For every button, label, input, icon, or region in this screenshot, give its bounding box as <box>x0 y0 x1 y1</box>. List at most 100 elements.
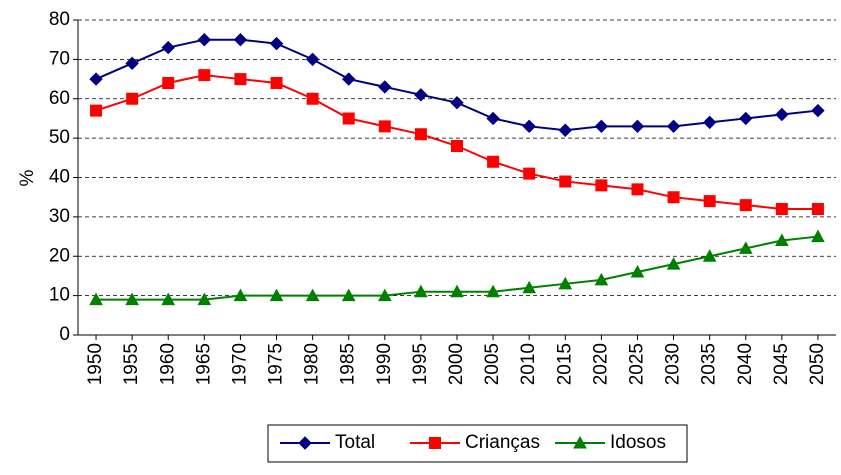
marker <box>305 288 320 302</box>
marker <box>486 111 500 126</box>
x-tick-label: 2000 <box>446 343 467 385</box>
marker <box>738 241 753 254</box>
marker <box>739 199 752 212</box>
x-tick-label: 2025 <box>626 343 647 385</box>
marker <box>342 72 356 86</box>
x-tick-label: 2045 <box>771 343 792 385</box>
marker <box>486 284 500 298</box>
marker <box>631 183 644 196</box>
marker <box>90 104 103 117</box>
marker <box>341 288 356 302</box>
legend-label: Total <box>335 432 375 453</box>
x-tick-label: 2005 <box>482 343 503 385</box>
marker <box>811 103 825 118</box>
marker <box>377 288 392 302</box>
marker <box>233 288 248 302</box>
x-tick-label: 1980 <box>302 343 323 385</box>
marker <box>630 264 645 278</box>
marker <box>233 32 248 47</box>
marker <box>811 203 824 215</box>
marker <box>775 107 789 122</box>
marker <box>198 69 211 82</box>
marker <box>414 284 428 298</box>
marker <box>702 115 717 130</box>
marker <box>450 284 464 298</box>
marker <box>234 73 247 86</box>
marker <box>414 128 427 141</box>
marker <box>558 123 572 137</box>
x-tick-label: 1955 <box>121 343 142 385</box>
marker <box>89 72 103 86</box>
marker <box>811 229 825 243</box>
marker <box>739 111 753 126</box>
y-tick-label: 30 <box>49 206 70 227</box>
marker <box>573 435 587 449</box>
marker <box>342 112 355 125</box>
marker <box>523 167 536 180</box>
marker <box>269 288 284 302</box>
marker <box>775 203 788 215</box>
marker <box>450 95 464 110</box>
x-tick-label: 1950 <box>85 343 106 385</box>
marker <box>775 233 789 246</box>
marker <box>522 119 536 134</box>
marker <box>197 32 212 47</box>
marker <box>125 56 139 71</box>
marker <box>89 292 103 306</box>
marker <box>558 276 573 290</box>
marker <box>451 140 463 152</box>
x-tick-label: 2030 <box>663 343 684 385</box>
marker <box>666 119 681 134</box>
marker <box>595 179 608 192</box>
x-tick-label: 1960 <box>157 343 178 385</box>
x-tick-label: 2040 <box>735 343 756 385</box>
marker <box>161 292 176 306</box>
x-tick-label: 2010 <box>518 343 539 385</box>
marker <box>666 257 681 270</box>
y-tick-label: 80 <box>49 9 70 30</box>
y-tick-label: 0 <box>59 324 70 345</box>
legend-label: Idosos <box>610 432 666 453</box>
marker <box>594 272 609 286</box>
marker <box>594 119 609 134</box>
y-tick-label: 10 <box>49 285 70 306</box>
x-tick-label: 1985 <box>338 343 359 385</box>
y-tick-label: 20 <box>49 245 70 266</box>
marker <box>378 120 391 133</box>
marker <box>667 191 680 204</box>
x-tick-label: 2035 <box>699 343 720 385</box>
legend-label: Crianças <box>465 432 540 453</box>
marker <box>559 175 572 188</box>
x-tick-label: 1975 <box>266 343 287 385</box>
marker <box>197 292 212 306</box>
marker <box>125 292 139 306</box>
marker <box>161 40 175 55</box>
marker <box>126 92 139 105</box>
marker <box>703 195 716 208</box>
y-axis-label: % <box>17 169 38 186</box>
x-tick-label: 1990 <box>374 343 395 385</box>
marker <box>522 280 537 294</box>
y-tick-label: 50 <box>49 127 70 148</box>
marker <box>162 77 175 89</box>
marker <box>702 249 717 262</box>
x-tick-label: 1965 <box>193 343 214 385</box>
x-tick-label: 2020 <box>590 343 611 385</box>
y-tick-label: 60 <box>49 88 70 109</box>
marker <box>414 88 428 102</box>
x-tick-label: 2015 <box>554 343 575 385</box>
marker <box>270 77 283 89</box>
marker <box>298 436 312 450</box>
x-tick-label: 2050 <box>807 343 828 385</box>
marker <box>630 119 645 134</box>
y-tick-label: 70 <box>49 48 70 69</box>
marker <box>487 155 500 168</box>
marker <box>429 437 441 449</box>
y-tick-label: 40 <box>49 167 70 188</box>
x-tick-label: 1995 <box>410 343 431 385</box>
legend-box <box>267 424 688 463</box>
marker <box>306 92 319 105</box>
marker <box>378 80 392 94</box>
